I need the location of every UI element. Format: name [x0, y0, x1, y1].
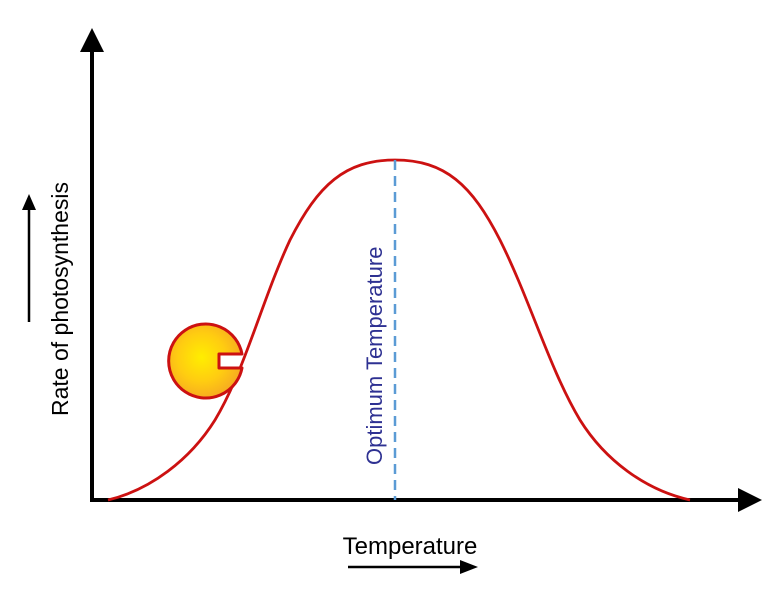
y-axis-label: Rate of photosynthesis: [47, 182, 73, 416]
y-axis-arrowhead: [80, 28, 104, 52]
x-axis-arrowhead: [738, 488, 762, 512]
arrow-right-icon: [460, 560, 478, 574]
optimum-label: Optimum Temperature: [362, 247, 387, 465]
enzyme-icon: [167, 322, 244, 400]
x-axis-label: Temperature: [343, 533, 478, 560]
arrow-up-icon: [22, 194, 36, 210]
